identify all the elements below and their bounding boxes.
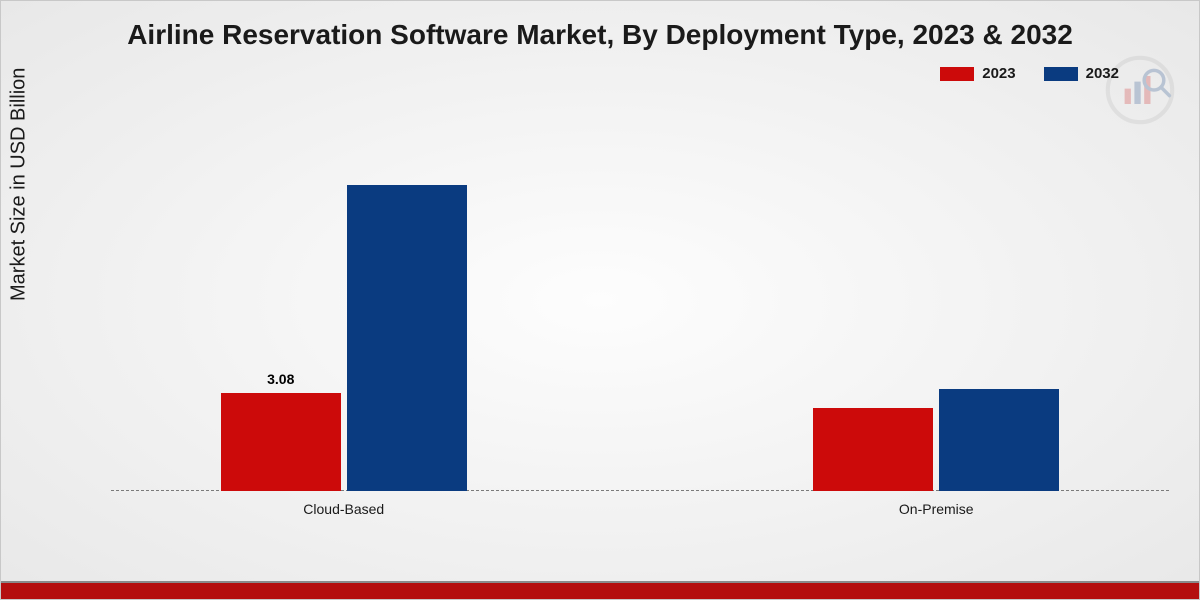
y-axis-label: Market Size in USD Billion (8, 68, 31, 301)
plot-area: 3.08 Cloud-Based On-Premise (111, 111, 1169, 519)
legend-item-2023: 2023 (940, 65, 1015, 82)
legend-label-2023: 2023 (982, 65, 1015, 82)
bar-group-on-premise (813, 389, 1059, 491)
legend-swatch-2023 (940, 67, 974, 81)
bar-group-cloud-based: 3.08 (221, 185, 467, 491)
bars-layer: 3.08 (111, 111, 1169, 491)
category-label-cloud-based: Cloud-Based (303, 501, 384, 517)
bar-cloud-based-2032 (347, 185, 467, 491)
footer-bar (1, 583, 1199, 599)
chart-canvas: Airline Reservation Software Market, By … (0, 0, 1200, 600)
legend-label-2032: 2032 (1086, 65, 1119, 82)
bar-cloud-based-2023: 3.08 (221, 393, 341, 491)
legend-item-2032: 2032 (1044, 65, 1119, 82)
legend: 2023 2032 (940, 65, 1119, 82)
bar-on-premise-2023 (813, 408, 933, 491)
chart-title: Airline Reservation Software Market, By … (1, 19, 1199, 51)
bar-on-premise-2032 (939, 389, 1059, 491)
category-label-on-premise: On-Premise (899, 501, 974, 517)
legend-swatch-2032 (1044, 67, 1078, 81)
bar-value-label: 3.08 (221, 371, 341, 387)
